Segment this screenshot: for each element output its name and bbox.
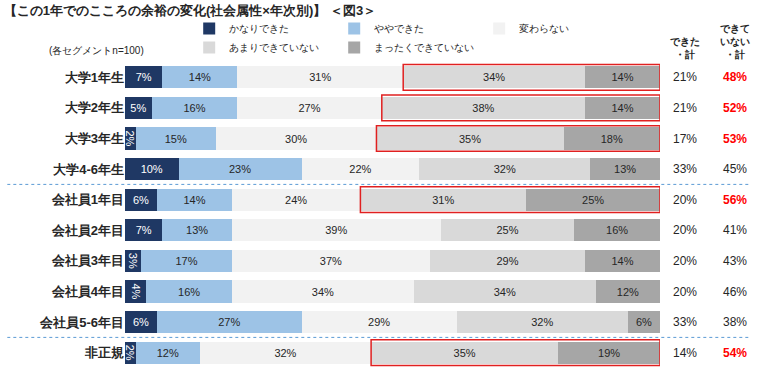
svg-text:32%: 32%	[531, 316, 553, 328]
svg-text:41%: 41%	[723, 223, 747, 237]
svg-text:20%: 20%	[673, 223, 697, 237]
svg-text:14%: 14%	[611, 102, 633, 114]
svg-text:20%: 20%	[673, 193, 697, 207]
svg-text:会社員3年目: 会社員3年目	[51, 253, 124, 268]
svg-text:6%: 6%	[636, 316, 652, 328]
svg-text:できていない・計: できていない・計	[720, 23, 750, 60]
svg-text:2%: 2%	[124, 130, 136, 146]
svg-text:13%: 13%	[614, 163, 636, 175]
svg-text:6%: 6%	[133, 194, 149, 206]
svg-text:33%: 33%	[673, 315, 697, 329]
svg-text:16%: 16%	[178, 286, 200, 298]
svg-text:16%: 16%	[183, 102, 205, 114]
svg-text:かなりできた: かなりできた	[229, 23, 289, 34]
svg-text:38%: 38%	[472, 102, 494, 114]
svg-text:31%: 31%	[432, 194, 454, 206]
svg-text:14%: 14%	[189, 71, 211, 83]
svg-text:18%: 18%	[601, 133, 623, 145]
svg-text:大学4-6年生: 大学4-6年生	[53, 162, 124, 177]
svg-text:22%: 22%	[349, 163, 371, 175]
svg-text:あまりできていない: あまりできていない	[229, 42, 319, 53]
svg-text:20%: 20%	[673, 254, 697, 268]
svg-text:12%: 12%	[157, 347, 179, 359]
svg-text:14%: 14%	[611, 71, 633, 83]
svg-text:29%: 29%	[496, 255, 518, 267]
svg-text:24%: 24%	[285, 194, 307, 206]
svg-text:16%: 16%	[606, 224, 628, 236]
svg-text:17%: 17%	[673, 132, 697, 146]
svg-text:34%: 34%	[312, 286, 334, 298]
svg-text:15%: 15%	[165, 133, 187, 145]
svg-text:56%: 56%	[723, 193, 747, 207]
svg-text:14%: 14%	[183, 194, 205, 206]
svg-text:20%: 20%	[673, 285, 697, 299]
svg-text:会社員4年目: 会社員4年目	[51, 284, 124, 299]
svg-text:35%: 35%	[454, 347, 476, 359]
svg-text:14%: 14%	[611, 255, 633, 267]
svg-text:14%: 14%	[673, 346, 697, 360]
svg-text:5%: 5%	[130, 102, 146, 114]
svg-text:30%: 30%	[285, 133, 307, 145]
svg-text:【この1年でのこころの余裕の変化(社会属性×年次別)】 ＜図: 【この1年でのこころの余裕の変化(社会属性×年次別)】 ＜図3＞	[4, 3, 376, 18]
svg-text:10%: 10%	[141, 163, 163, 175]
svg-text:7%: 7%	[136, 224, 152, 236]
svg-text:13%: 13%	[186, 224, 208, 236]
svg-text:25%: 25%	[582, 194, 604, 206]
svg-text:32%: 32%	[494, 163, 516, 175]
svg-text:39%: 39%	[325, 224, 347, 236]
svg-text:(各セグメントn=100): (各セグメントn=100)	[49, 45, 144, 56]
svg-text:52%: 52%	[723, 101, 747, 115]
svg-text:33%: 33%	[673, 162, 697, 176]
svg-text:34%: 34%	[494, 286, 516, 298]
svg-text:会社員2年目: 会社員2年目	[51, 223, 124, 238]
svg-text:38%: 38%	[723, 315, 747, 329]
svg-text:できた・計: できた・計	[670, 36, 700, 60]
svg-text:会社員1年目: 会社員1年目	[51, 192, 124, 207]
svg-text:21%: 21%	[673, 101, 697, 115]
svg-text:7%: 7%	[136, 71, 152, 83]
svg-text:17%: 17%	[175, 255, 197, 267]
svg-text:21%: 21%	[673, 70, 697, 84]
svg-text:35%: 35%	[459, 133, 481, 145]
svg-text:48%: 48%	[723, 70, 747, 84]
svg-text:34%: 34%	[483, 71, 505, 83]
svg-text:43%: 43%	[723, 254, 747, 268]
svg-text:27%: 27%	[218, 316, 240, 328]
svg-text:19%: 19%	[598, 347, 620, 359]
svg-text:大学1年生: 大学1年生	[65, 70, 124, 85]
svg-text:まったくできていない: まったくできていない	[374, 42, 474, 53]
svg-text:25%: 25%	[496, 224, 518, 236]
svg-text:非正規: 非正規	[84, 345, 124, 360]
svg-text:23%: 23%	[229, 163, 251, 175]
svg-text:会社員5-6年目: 会社員5-6年目	[39, 315, 124, 330]
svg-text:変わらない: 変わらない	[519, 23, 569, 34]
svg-text:ややできた: ややできた	[374, 23, 424, 34]
svg-text:29%: 29%	[368, 316, 390, 328]
svg-text:32%: 32%	[274, 347, 296, 359]
svg-text:37%: 37%	[320, 255, 342, 267]
svg-text:大学3年生: 大学3年生	[65, 131, 124, 146]
svg-text:4%: 4%	[130, 283, 142, 299]
svg-text:27%: 27%	[298, 102, 320, 114]
svg-text:2%: 2%	[124, 345, 136, 361]
svg-text:12%: 12%	[617, 286, 639, 298]
svg-text:31%: 31%	[309, 71, 331, 83]
svg-text:3%: 3%	[127, 253, 139, 269]
svg-text:45%: 45%	[723, 162, 747, 176]
svg-text:46%: 46%	[723, 285, 747, 299]
svg-text:大学2年生: 大学2年生	[65, 100, 124, 115]
svg-text:6%: 6%	[133, 316, 149, 328]
svg-text:53%: 53%	[723, 132, 747, 146]
svg-text:54%: 54%	[723, 346, 747, 360]
